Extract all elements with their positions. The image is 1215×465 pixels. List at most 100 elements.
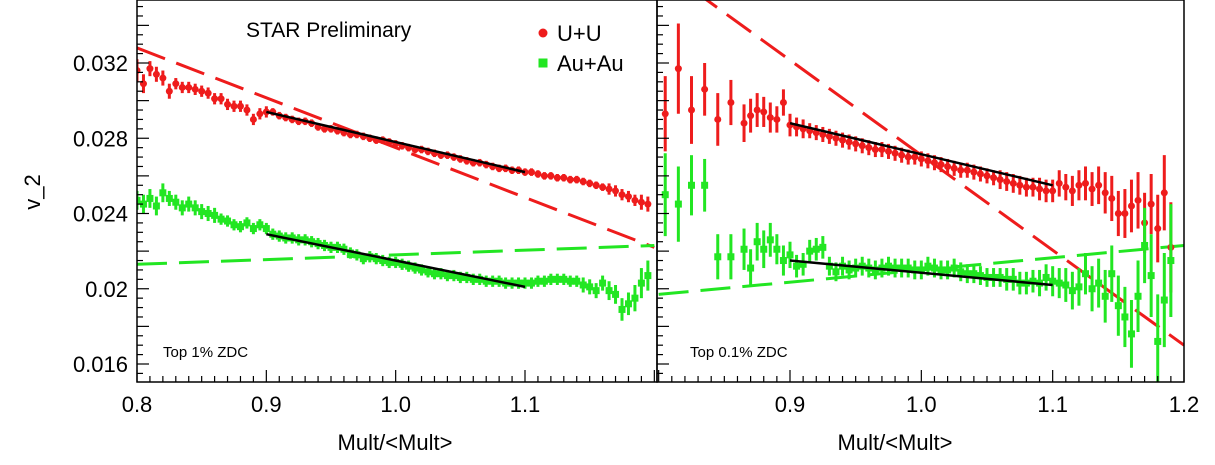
data-point	[766, 236, 774, 244]
data-point	[674, 200, 682, 208]
data-point	[1049, 277, 1057, 285]
x-tick-label: 1.1	[1037, 392, 1068, 417]
data-point	[249, 225, 257, 233]
data-point	[996, 176, 1004, 184]
data-point	[904, 264, 912, 272]
data-point	[152, 202, 160, 210]
data-point	[832, 268, 840, 276]
data-point	[779, 99, 787, 107]
data-point	[191, 204, 199, 212]
legend-uu-marker	[538, 28, 548, 38]
data-point	[159, 74, 167, 82]
data-point	[224, 100, 232, 108]
left-panel-plot-area	[137, 46, 655, 321]
data-point	[599, 279, 607, 287]
data-point	[566, 277, 574, 285]
data-point	[858, 142, 866, 150]
data-point	[1055, 179, 1063, 187]
data-point	[308, 238, 316, 246]
data-point	[891, 149, 899, 157]
data-point	[1114, 210, 1122, 217]
data-point	[976, 170, 984, 178]
right-panel-plot-area	[658, 0, 1184, 382]
data-point	[476, 275, 484, 283]
data-point	[243, 219, 251, 227]
data-point	[865, 144, 873, 152]
data-point	[418, 266, 426, 274]
x-tick-label: 0.9	[775, 392, 806, 417]
data-point	[799, 260, 807, 268]
data-point	[852, 264, 860, 272]
data-point	[990, 273, 998, 281]
data-point	[437, 270, 445, 278]
data-point	[917, 155, 925, 163]
data-point	[1160, 296, 1168, 304]
data-point	[930, 264, 938, 272]
data-point	[1068, 187, 1076, 195]
data-point	[1101, 292, 1109, 300]
data-point	[1075, 181, 1083, 189]
data-point	[1055, 279, 1063, 287]
x-tick-label: 0.8	[122, 392, 153, 417]
data-point	[740, 245, 748, 253]
data-point	[950, 264, 958, 272]
data-point	[845, 138, 853, 146]
data-point	[1141, 241, 1149, 249]
data-point	[1003, 178, 1011, 186]
data-point	[236, 102, 244, 110]
data-point	[353, 251, 361, 259]
data-point	[256, 110, 264, 118]
data-point	[178, 83, 186, 91]
data-point	[845, 266, 853, 274]
data-point	[871, 146, 879, 154]
data-point	[976, 272, 984, 280]
data-point	[688, 181, 695, 189]
data-point	[379, 257, 387, 265]
data-point	[333, 243, 341, 251]
left-series-uu	[137, 59, 652, 212]
data-point	[937, 266, 945, 274]
data-point	[443, 272, 451, 280]
y-tick-label: 0.016	[73, 352, 128, 377]
data-point	[825, 262, 833, 270]
data-point	[204, 89, 212, 97]
data-point	[372, 255, 380, 263]
data-point	[996, 273, 1004, 281]
data-point	[1108, 270, 1116, 278]
data-point	[963, 270, 971, 278]
data-point	[243, 106, 251, 114]
data-point	[230, 221, 238, 229]
y-tick-label: 0.028	[73, 126, 128, 151]
data-point	[301, 236, 309, 244]
data-point	[405, 262, 413, 270]
legend-auau-marker	[538, 58, 548, 68]
data-point	[527, 168, 535, 176]
data-point	[618, 191, 626, 199]
data-point	[1003, 275, 1011, 283]
data-point	[891, 264, 899, 272]
data-point	[701, 85, 709, 93]
data-point	[631, 294, 639, 302]
data-point	[1088, 285, 1096, 293]
x-tick-label: 0.9	[251, 392, 282, 417]
data-point	[256, 221, 264, 229]
data-point	[957, 268, 965, 276]
data-point	[198, 87, 206, 95]
data-point	[482, 277, 490, 285]
data-point	[172, 80, 180, 88]
data-point	[579, 281, 587, 289]
data-point	[963, 166, 971, 174]
data-point	[152, 70, 160, 78]
data-point	[159, 189, 167, 197]
x-tick-label: 1.1	[510, 392, 541, 417]
data-point	[592, 287, 600, 295]
left-model-curve-auau	[137, 243, 655, 266]
data-point	[1029, 183, 1037, 191]
data-point	[146, 194, 154, 202]
data-point	[957, 166, 965, 174]
data-point	[937, 161, 945, 169]
data-point	[1147, 200, 1155, 208]
data-point	[178, 204, 186, 212]
data-point	[852, 140, 860, 148]
legend: U+U Au+Au	[538, 21, 624, 76]
